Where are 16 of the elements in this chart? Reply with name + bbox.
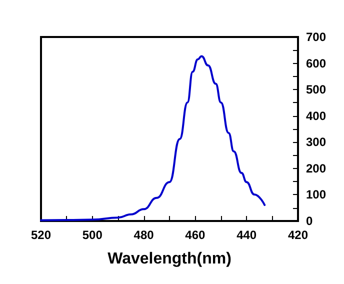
x-tick-label: 500 [82,228,103,242]
y-tick-label: 500 [306,82,326,97]
x-tick-label: 420 [288,228,308,242]
y-tick-label: 600 [306,56,326,70]
y-tick-label: 300 [306,135,326,150]
x-tick-label: 440 [236,228,257,242]
y-tick-label: 200 [306,161,326,176]
y-tick-label: 0 [306,214,313,228]
x-axis-title: Wavelength(nm) [108,250,232,268]
x-tick-label: 480 [134,228,154,242]
y-tick-label: 100 [306,188,326,202]
x-tick-label: 460 [185,228,206,242]
y-tick-label: 400 [306,108,326,123]
x-tick-label: 520 [30,228,52,242]
line-series [40,55,266,222]
y-tick-label: 700 [306,30,326,44]
